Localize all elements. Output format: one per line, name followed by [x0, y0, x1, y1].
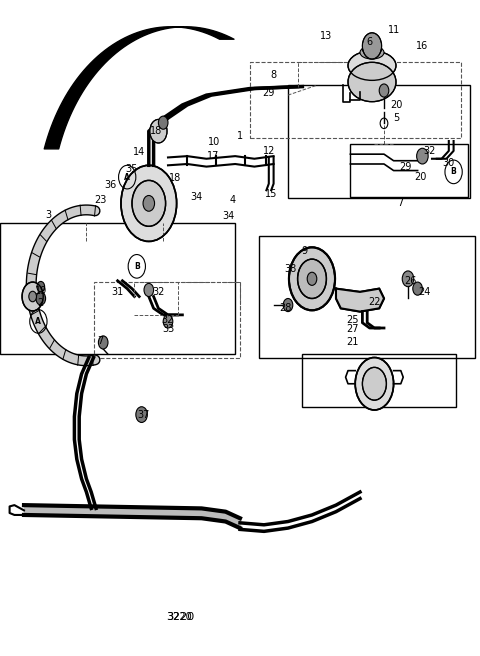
Text: B: B: [451, 167, 456, 176]
Text: 30: 30: [443, 157, 455, 168]
Circle shape: [29, 291, 36, 302]
Text: B: B: [134, 262, 140, 271]
Text: 28: 28: [279, 303, 292, 314]
Text: 4: 4: [230, 195, 236, 205]
Text: 20: 20: [390, 100, 402, 110]
Circle shape: [355, 358, 394, 410]
Circle shape: [37, 281, 45, 292]
Text: 11: 11: [387, 24, 400, 35]
Text: 34: 34: [191, 192, 203, 202]
Text: 14: 14: [133, 147, 145, 157]
Text: 9: 9: [302, 245, 308, 256]
Text: 15: 15: [265, 188, 277, 199]
Text: 32: 32: [423, 146, 436, 156]
Circle shape: [136, 407, 147, 422]
Circle shape: [121, 165, 177, 241]
Text: 32: 32: [152, 287, 165, 297]
Circle shape: [289, 247, 335, 310]
Circle shape: [413, 282, 422, 295]
Text: 31: 31: [111, 287, 124, 297]
Text: 25: 25: [347, 315, 359, 325]
Circle shape: [163, 315, 173, 328]
Text: 29: 29: [399, 162, 412, 173]
Text: 3220: 3220: [166, 611, 194, 622]
Text: 18: 18: [169, 173, 181, 184]
Text: 22: 22: [368, 297, 381, 307]
Text: 26: 26: [404, 276, 417, 286]
Text: A: A: [36, 317, 41, 326]
Text: 17: 17: [207, 151, 220, 161]
Text: 18: 18: [150, 126, 162, 136]
Text: 7: 7: [97, 336, 104, 346]
Circle shape: [144, 283, 154, 297]
Ellipse shape: [360, 46, 384, 59]
Ellipse shape: [348, 51, 396, 81]
Circle shape: [36, 292, 46, 305]
Text: 3220: 3220: [168, 611, 192, 622]
Text: 12: 12: [263, 146, 275, 156]
Text: A: A: [124, 173, 130, 182]
Text: 33: 33: [162, 324, 174, 335]
Text: 3: 3: [45, 210, 51, 220]
Text: 27: 27: [347, 324, 359, 335]
Circle shape: [362, 33, 382, 59]
Text: 29: 29: [263, 88, 275, 98]
Text: 8: 8: [271, 70, 276, 81]
Text: 37: 37: [138, 409, 150, 420]
Text: 38: 38: [284, 264, 297, 274]
Text: 21: 21: [347, 337, 359, 348]
Polygon shape: [336, 289, 384, 312]
Text: 6: 6: [367, 37, 372, 47]
Ellipse shape: [348, 62, 396, 102]
Circle shape: [298, 259, 326, 298]
Text: 32: 32: [162, 315, 174, 325]
Circle shape: [362, 367, 386, 400]
Text: 23: 23: [95, 195, 107, 205]
Text: 20: 20: [414, 172, 426, 182]
Text: 34: 34: [222, 211, 234, 222]
Text: 2: 2: [37, 298, 44, 308]
Text: 7: 7: [397, 198, 404, 209]
Ellipse shape: [362, 43, 382, 55]
Circle shape: [417, 148, 428, 164]
Text: 5: 5: [393, 113, 399, 123]
Circle shape: [150, 119, 167, 143]
Text: 19: 19: [35, 286, 47, 297]
Text: 35: 35: [126, 164, 138, 174]
Circle shape: [283, 298, 293, 312]
Text: 24: 24: [419, 287, 431, 297]
Circle shape: [307, 272, 317, 285]
Circle shape: [158, 116, 168, 129]
Text: 10: 10: [207, 136, 220, 147]
Text: 16: 16: [416, 41, 429, 51]
Circle shape: [379, 84, 389, 97]
Circle shape: [98, 336, 108, 349]
Text: 1: 1: [237, 131, 243, 142]
Text: 13: 13: [320, 31, 333, 41]
Circle shape: [22, 282, 43, 311]
Text: 36: 36: [104, 180, 117, 190]
Circle shape: [402, 271, 414, 287]
Circle shape: [143, 195, 155, 211]
Circle shape: [132, 180, 166, 226]
